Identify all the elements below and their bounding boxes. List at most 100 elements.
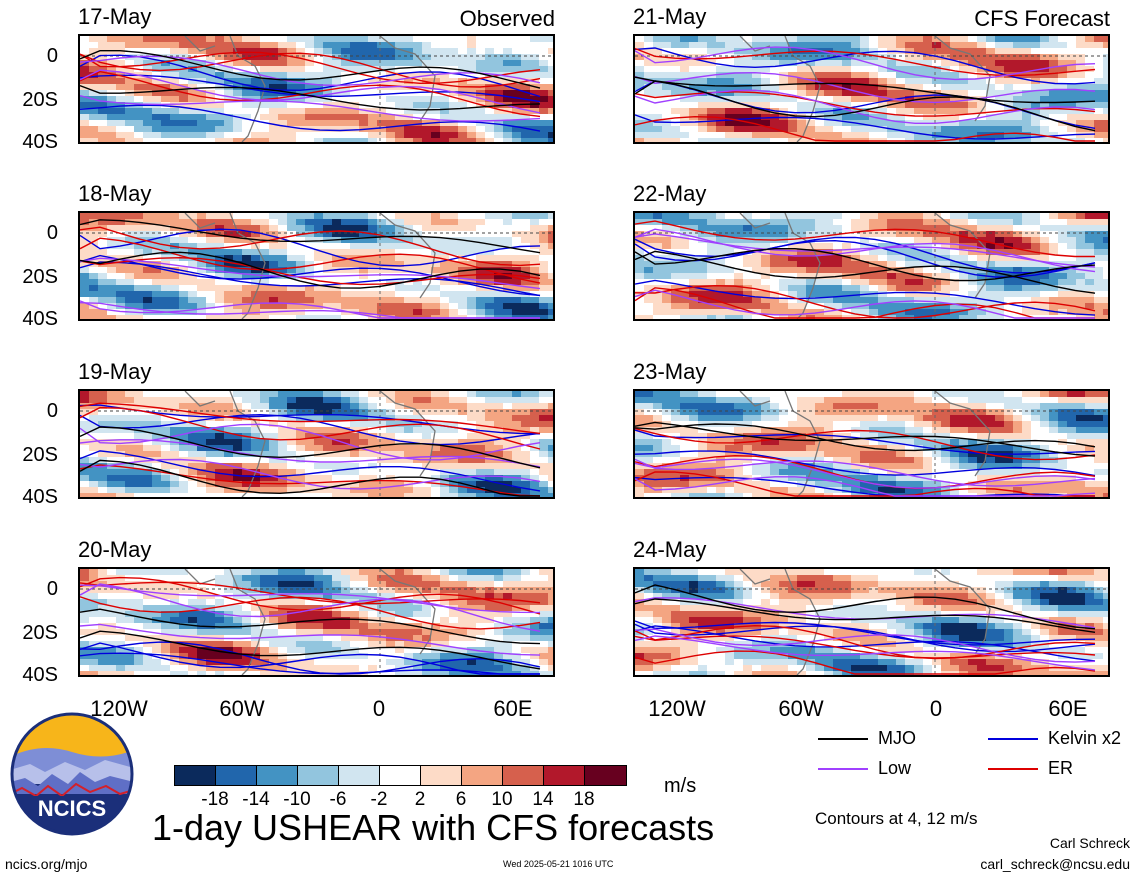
contour-low xyxy=(80,55,541,87)
contour-low xyxy=(635,458,1096,487)
contour-kelvin-x2 xyxy=(635,239,1096,278)
shaded-field xyxy=(80,36,553,142)
colorbar-swatch xyxy=(174,765,217,786)
colorbar-level-label: -14 xyxy=(242,789,270,810)
x-tick-label: 120W xyxy=(90,696,148,721)
contour-low xyxy=(80,69,541,114)
footer-timestamp: Wed 2025-05-21 1016 UTC xyxy=(503,859,614,869)
shear-map-panel xyxy=(78,211,555,321)
contour-kelvin-x2 xyxy=(635,236,1096,274)
contour-kelvin-x2 xyxy=(635,47,1096,85)
legend-label: ER xyxy=(1048,758,1074,778)
contour-kelvin-x2 xyxy=(80,652,540,675)
contour-er xyxy=(80,52,541,88)
contour-er xyxy=(80,51,541,85)
contour-kelvin-x2 xyxy=(635,279,1096,316)
x-tick-label: 0 xyxy=(929,696,943,721)
logo-text: NCICS xyxy=(38,796,106,821)
contour-low xyxy=(635,71,1096,104)
shear-map-panel xyxy=(633,389,1110,499)
panel-date-label: 23-May xyxy=(633,359,707,384)
contour-low xyxy=(80,95,541,122)
legend-swatch xyxy=(988,768,1038,770)
shear-map-graphic xyxy=(635,36,1108,142)
shear-map-panel xyxy=(633,34,1110,144)
y-tick-label: 0 xyxy=(46,45,58,67)
units-label: m/s xyxy=(664,775,697,797)
legend-swatch xyxy=(988,738,1038,740)
contour-er xyxy=(80,406,541,450)
shear-map-panel xyxy=(78,389,555,499)
contour-er xyxy=(80,581,541,605)
contour-low xyxy=(635,635,1096,671)
contour-kelvin-x2 xyxy=(635,623,1096,653)
y-tick-label: 20S xyxy=(22,444,58,466)
colorbar-swatch xyxy=(502,765,545,786)
y-tick-label: 20S xyxy=(22,266,58,288)
contour-low xyxy=(80,458,541,490)
y-tick-label: 20S xyxy=(22,89,58,111)
y-tick-label: 0 xyxy=(46,578,58,600)
contour-er xyxy=(635,624,1096,660)
panel-date-label: 19-May xyxy=(78,359,152,384)
legend-swatch xyxy=(818,768,868,770)
ncics-logo: NCICS xyxy=(10,712,134,836)
colorbar-level-label: 18 xyxy=(573,789,595,810)
y-tick-label: 20S xyxy=(22,622,58,644)
colorbar-level-label: 2 xyxy=(414,789,426,810)
contour-kelvin-x2 xyxy=(635,114,1096,140)
contour-er xyxy=(635,287,1095,319)
colorbar-swatch xyxy=(215,765,258,786)
contour-er xyxy=(635,650,1096,675)
colorbar-level-label: 14 xyxy=(532,789,554,810)
shear-map-graphic xyxy=(635,391,1108,497)
shaded-field xyxy=(80,213,553,319)
x-tick-label: 120W xyxy=(648,696,706,721)
y-tick-label: 40S xyxy=(22,308,58,330)
footer-email[interactable]: carl_schreck@ncsu.edu xyxy=(980,856,1130,872)
contour-mjo xyxy=(80,426,541,469)
y-tick-label: 0 xyxy=(46,400,58,422)
legend-label: Low xyxy=(878,758,912,778)
contour-low xyxy=(635,46,1096,81)
x-tick-label: 60E xyxy=(493,696,533,721)
legend-label: MJO xyxy=(878,728,916,748)
colorbar-level-label: 10 xyxy=(491,789,513,810)
chart-title: 1-day USHEAR with CFS forecasts xyxy=(152,807,715,848)
contour-mjo xyxy=(80,84,541,111)
contour-er xyxy=(635,635,1096,659)
legend-label: Kelvin x2 xyxy=(1048,728,1122,748)
shaded-field xyxy=(635,391,1108,497)
colorbar-swatch xyxy=(461,765,504,786)
contour-kelvin-x2 xyxy=(80,641,541,675)
colorbar-level-label: -2 xyxy=(370,789,388,810)
contour-mjo xyxy=(635,598,1096,633)
shear-map-graphic xyxy=(80,36,553,142)
contour-kelvin-x2 xyxy=(80,54,541,98)
contour-mjo xyxy=(635,80,1096,132)
contour-mjo xyxy=(635,584,1096,630)
contour-low xyxy=(80,583,541,632)
contour-mjo xyxy=(635,423,1096,452)
column-label: CFS Forecast xyxy=(974,6,1110,31)
colorbar-swatch xyxy=(256,765,299,786)
contour-mjo xyxy=(635,248,1096,282)
x-tick-label: 0 xyxy=(372,696,386,721)
contour-er xyxy=(80,237,541,284)
panel-date-label: 17-May xyxy=(78,4,152,29)
contour-er xyxy=(80,402,541,435)
shear-map-panel xyxy=(78,567,555,677)
contour-low xyxy=(635,458,1096,489)
contour-mjo xyxy=(635,421,1096,457)
y-tick-label: 40S xyxy=(22,664,58,686)
shear-map-panel xyxy=(633,211,1110,321)
panel-date-label: 18-May xyxy=(78,181,152,206)
shear-map-graphic xyxy=(80,213,553,319)
colorbar-level-label: 6 xyxy=(455,789,467,810)
contour-kelvin-x2 xyxy=(80,104,541,132)
contour-mjo xyxy=(80,251,541,289)
panel-date-label: 22-May xyxy=(633,181,707,206)
shaded-field xyxy=(80,391,553,497)
footer-url[interactable]: ncics.org/mjo xyxy=(5,856,88,872)
legend-swatch xyxy=(818,738,868,740)
